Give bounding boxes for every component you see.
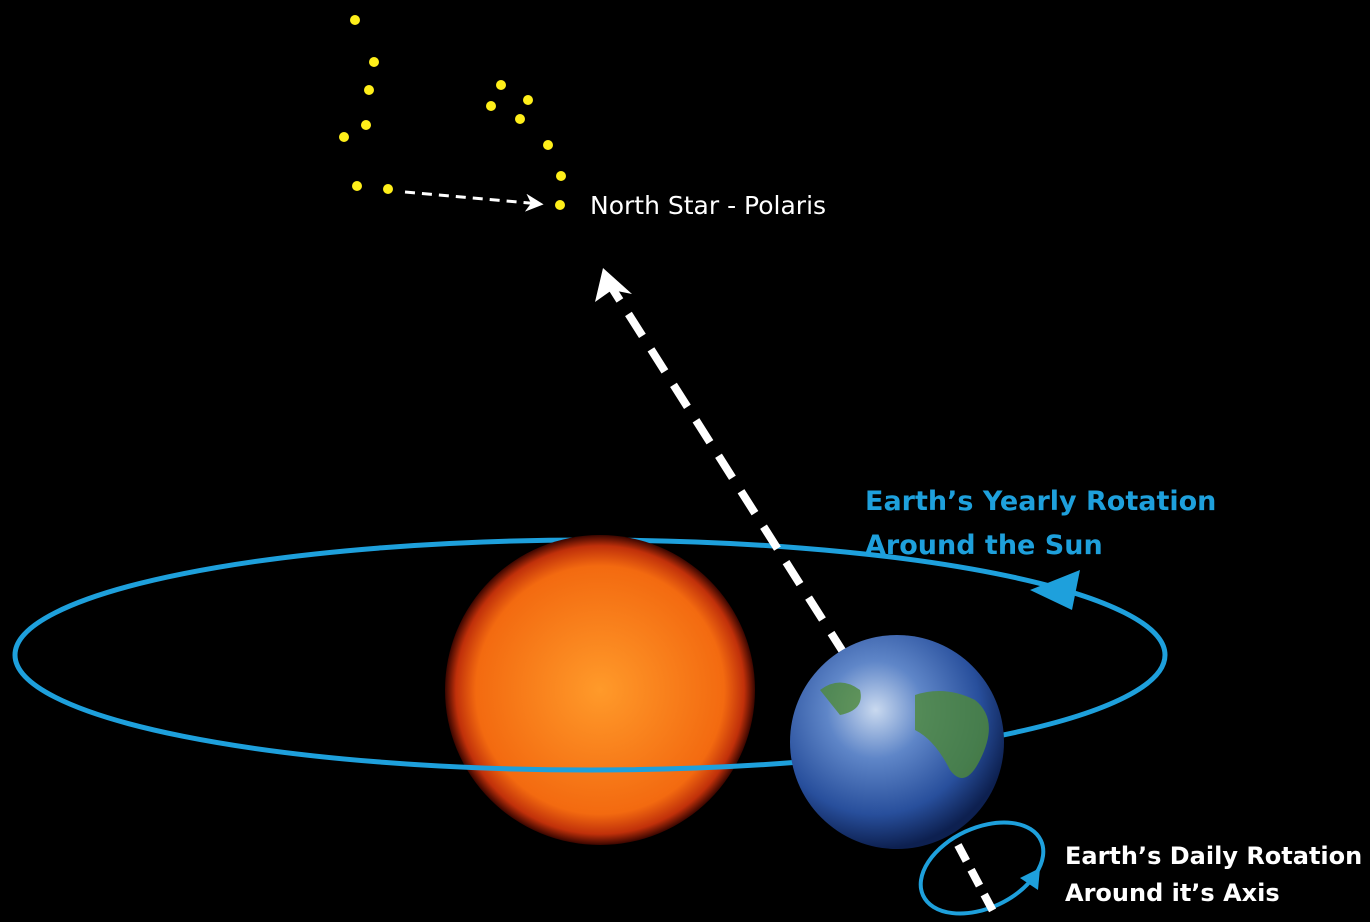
daily-label: Earth’s Daily Rotation [1065,842,1362,870]
page: North Star - Polaris Earth’s Yearly Rota… [0,0,1370,922]
yearly-label: Earth’s Yearly Rotation [865,486,1216,517]
polaris-label: North Star - Polaris [590,191,826,220]
daily-label: Around it’s Axis [1065,879,1280,907]
diagram: North Star - Polaris Earth’s Yearly Rota… [0,0,1370,922]
yearly-label: Around the Sun [865,530,1103,561]
sun [445,535,755,845]
